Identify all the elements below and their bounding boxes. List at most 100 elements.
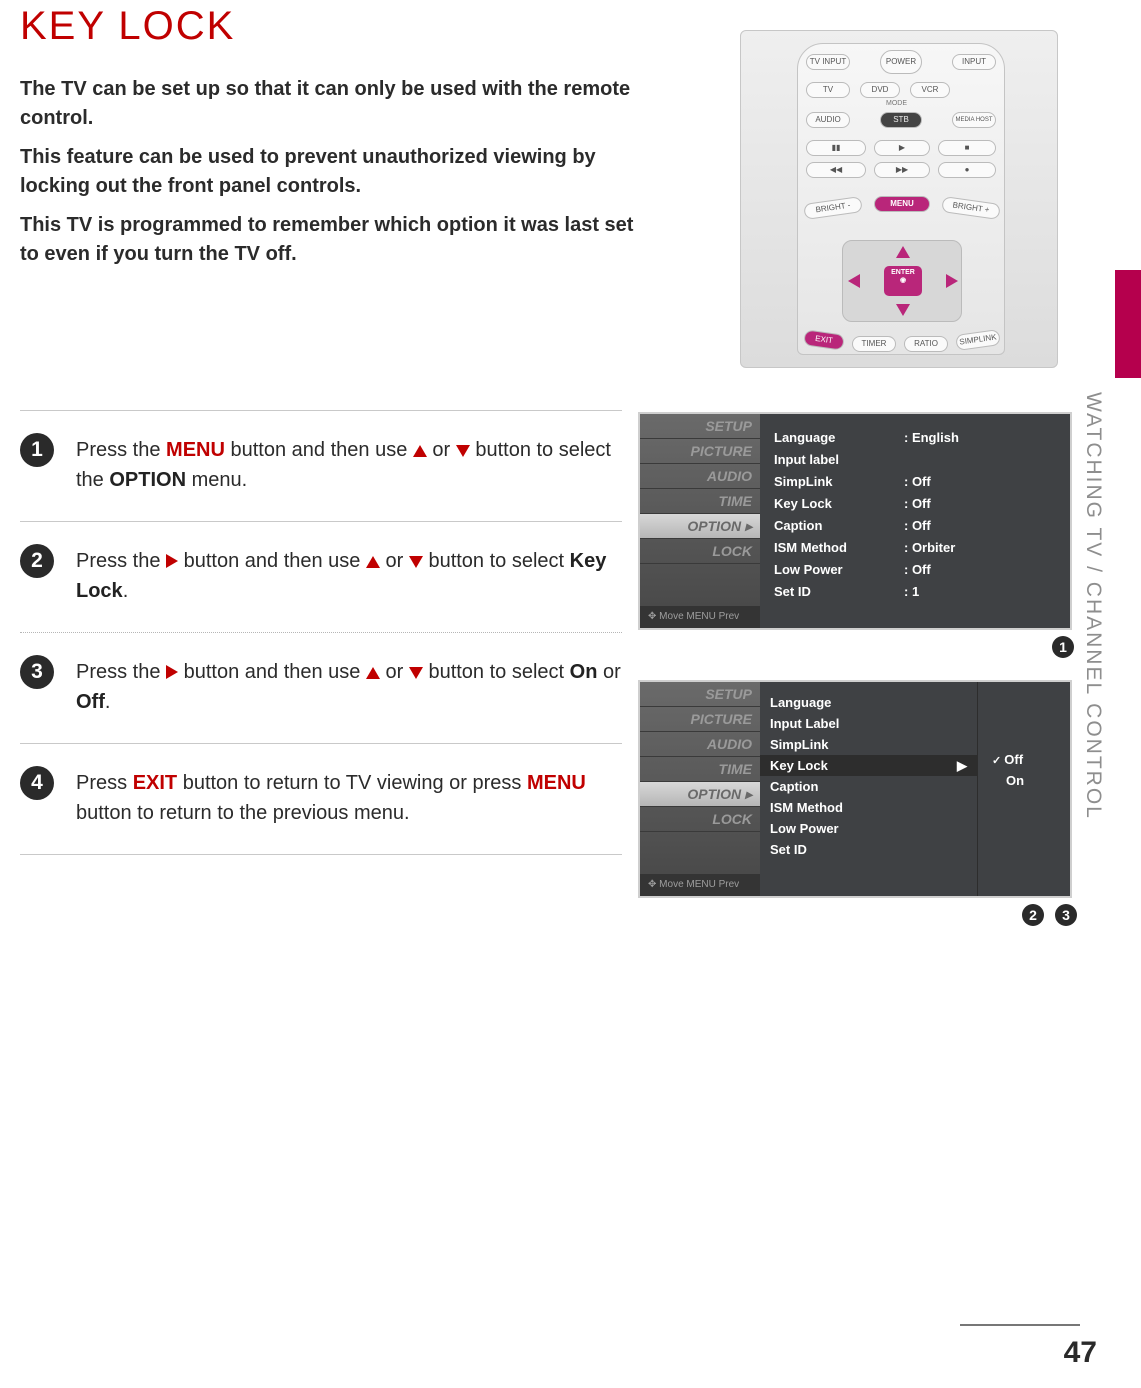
down-arrow-icon: [456, 445, 470, 457]
remote-illustration: TV INPUT POWER INPUT TV DVD VCR MODE AUD…: [740, 30, 1058, 368]
remote-bright-minus: BRIGHT -: [803, 196, 863, 220]
remote-vcr: VCR: [910, 82, 950, 98]
osd-side-menu: SETUP PICTURE AUDIO TIME OPTION ▸ LOCK: [640, 414, 760, 606]
intro-p2: This feature can be used to prevent unau…: [20, 143, 640, 201]
remote-input: INPUT: [952, 54, 996, 70]
osd-side-item: SETUP: [640, 682, 760, 707]
remote-transport3: ■: [938, 140, 996, 156]
side-accent-tab: [1115, 270, 1141, 378]
remote-transport2: ▶: [874, 140, 930, 156]
remote-transport1: ▮▮: [806, 140, 866, 156]
intro-p3: This TV is programmed to remember which …: [20, 211, 640, 269]
osd1-badges: 1: [1046, 636, 1074, 658]
step-text: Press the MENU button and then use or bu…: [76, 433, 622, 495]
steps-list: 1 Press the MENU button and then use or …: [20, 410, 622, 855]
remote-enter: ENTER◉: [884, 266, 922, 296]
remote-body: TV INPUT POWER INPUT TV DVD VCR MODE AUD…: [797, 43, 1005, 355]
remote-ratio: RATIO: [904, 336, 948, 352]
remote-audio: AUDIO: [806, 112, 850, 128]
osd-side-item: AUDIO: [640, 732, 760, 757]
remote-exit: EXIT: [803, 329, 845, 350]
dpad-right-icon: [946, 274, 958, 288]
remote-stb: STB: [880, 112, 922, 128]
ref-badge: 3: [1055, 904, 1077, 926]
step-badge: 4: [20, 766, 54, 800]
osd-side-menu: SETUP PICTURE AUDIO TIME OPTION ▸ LOCK: [640, 682, 760, 874]
osd-side-item: SETUP: [640, 414, 760, 439]
osd2-value-checked: Off: [992, 752, 1060, 773]
submenu-arrow-icon: ▶: [957, 758, 967, 774]
page-number: 47: [1064, 1336, 1097, 1370]
osd-side-item: TIME: [640, 489, 760, 514]
remote-menu: MENU: [874, 196, 930, 212]
osd-footer: ✥ Move MENU Prev: [640, 874, 760, 896]
up-arrow-icon: [366, 556, 380, 568]
remote-mediahost: MEDIA HOST: [952, 112, 996, 128]
remote-transport6: ●: [938, 162, 996, 178]
osd-side-item: PICTURE: [640, 707, 760, 732]
page-number-rule: [960, 1324, 1080, 1326]
osd-row: Caption: Off: [774, 514, 1056, 536]
remote-tv: TV: [806, 82, 850, 98]
osd2-value: On: [992, 773, 1060, 794]
step-2: 2 Press the button and then use or butto…: [20, 521, 622, 633]
dpad-left-icon: [848, 274, 860, 288]
osd2-item-selected: Key Lock▶: [760, 755, 977, 776]
menu-keyword: MENU: [166, 439, 225, 461]
osd2-item: Low Power: [770, 818, 967, 839]
remote-timer: TIMER: [852, 336, 896, 352]
osd-side-item: TIME: [640, 757, 760, 782]
osd-side-item-active: OPTION ▸: [640, 514, 760, 539]
osd2-item: Input Label: [770, 713, 967, 734]
up-arrow-icon: [366, 667, 380, 679]
remote-transport4: ◀◀: [806, 162, 866, 178]
osd2-item: Set ID: [770, 839, 967, 860]
osd-row: Key Lock: Off: [774, 492, 1056, 514]
osd-footer: ✥ Move MENU Prev: [640, 606, 760, 628]
down-arrow-icon: [409, 667, 423, 679]
right-arrow-icon: [166, 665, 178, 679]
exit-keyword: EXIT: [133, 772, 177, 794]
step-text: Press the button and then use or button …: [76, 544, 622, 606]
step-badge: 1: [20, 433, 54, 467]
ref-badge: 2: [1022, 904, 1044, 926]
osd-row: SimpLink: Off: [774, 470, 1056, 492]
remote-bright-plus: BRIGHT +: [941, 196, 1001, 220]
right-arrow-icon: [166, 554, 178, 568]
step-badge: 2: [20, 544, 54, 578]
osd2-options-col: Language Input Label SimpLink Key Lock▶ …: [760, 682, 978, 896]
osd-main-panel: Language: English Input label SimpLink: …: [760, 414, 1070, 628]
step-badge: 3: [20, 655, 54, 689]
intro-p1: The TV can be set up so that it can only…: [20, 75, 640, 133]
remote-power: POWER: [880, 50, 922, 74]
osd-row: Low Power: Off: [774, 558, 1056, 580]
osd-side-item-active: OPTION ▸: [640, 782, 760, 807]
option-keyword: OPTION: [109, 469, 186, 491]
intro-block: The TV can be set up so that it can only…: [0, 75, 640, 269]
osd-side-item: LOCK: [640, 539, 760, 564]
osd-row: Language: English: [774, 426, 1056, 448]
on-keyword: On: [570, 661, 598, 683]
osd-row: Input label: [774, 448, 1056, 470]
osd-row: ISM Method: Orbiter: [774, 536, 1056, 558]
step-text: Press EXIT button to return to TV viewin…: [76, 766, 622, 828]
osd-side-item: AUDIO: [640, 464, 760, 489]
up-arrow-icon: [413, 445, 427, 457]
osd2-item: Language: [770, 692, 967, 713]
osd2-item: ISM Method: [770, 797, 967, 818]
remote-simplink: SIMPLINK: [955, 329, 1001, 351]
osd-panel-1: SETUP PICTURE AUDIO TIME OPTION ▸ LOCK ✥…: [638, 412, 1072, 630]
remote-mode-label: MODE: [886, 100, 907, 107]
remote-dvd: DVD: [860, 82, 900, 98]
osd2-main: Language Input Label SimpLink Key Lock▶ …: [760, 682, 1070, 896]
osd2-badges: 2 3: [1016, 904, 1077, 926]
osd-side-item: PICTURE: [640, 439, 760, 464]
down-arrow-icon: [409, 556, 423, 568]
ref-badge: 1: [1052, 636, 1074, 658]
remote-tvinput: TV INPUT: [806, 54, 850, 70]
remote-transport5: ▶▶: [874, 162, 930, 178]
dpad-down-icon: [896, 304, 910, 316]
osd2-values-col: Off On: [978, 682, 1070, 896]
off-keyword: Off: [76, 691, 105, 713]
step-4: 4 Press EXIT button to return to TV view…: [20, 743, 622, 855]
